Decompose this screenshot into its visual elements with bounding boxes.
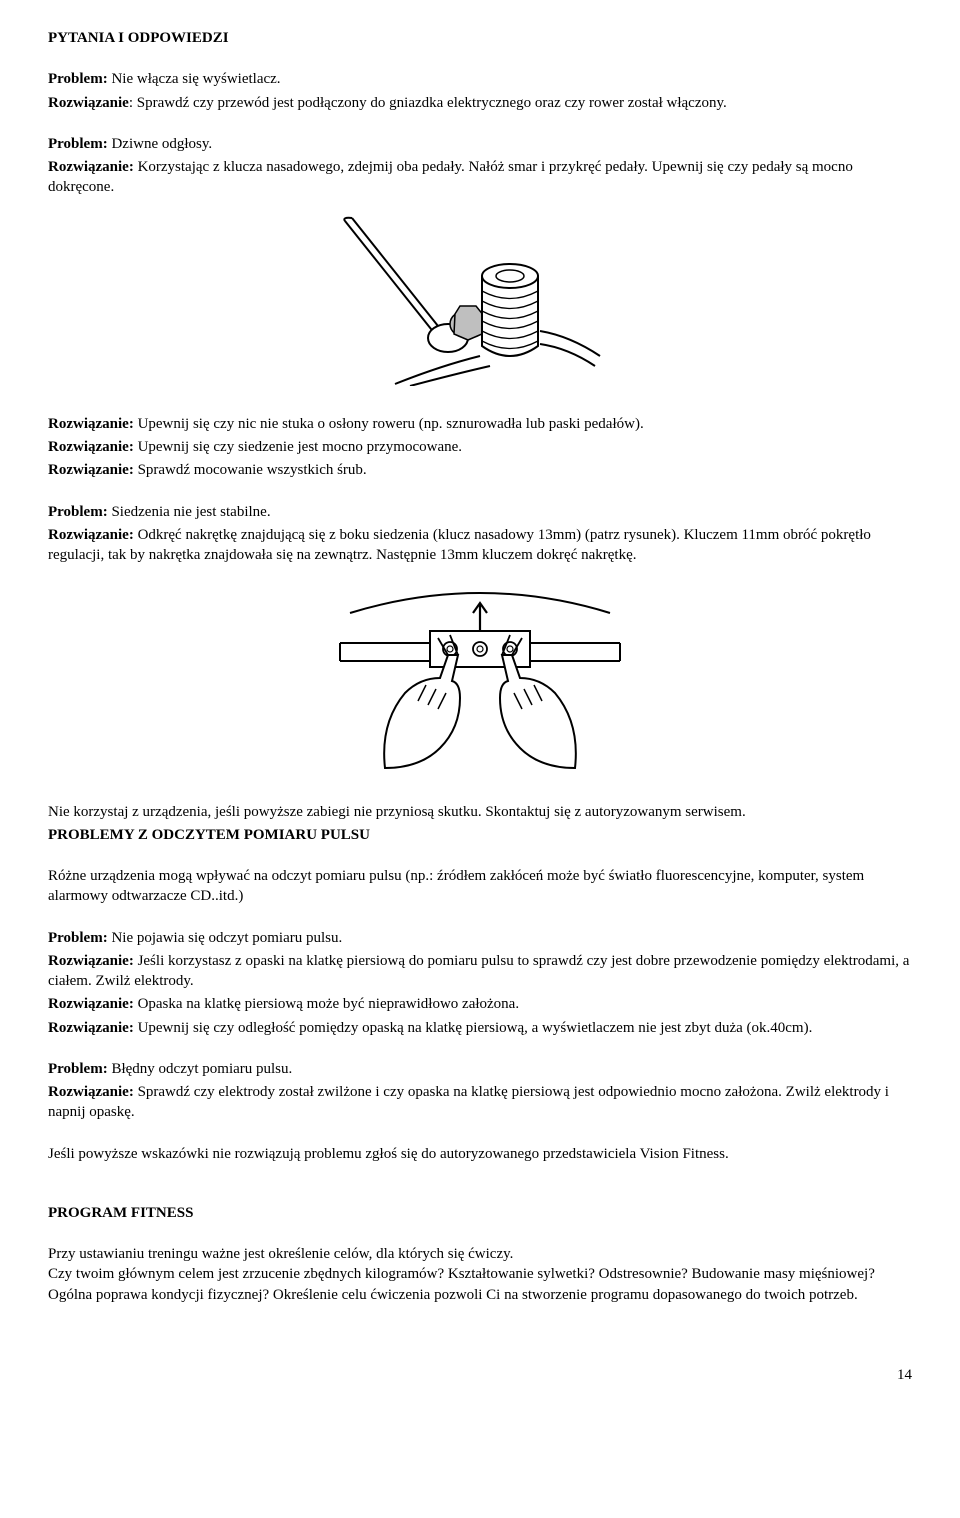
solution-label: Rozwiązanie: — [48, 462, 134, 478]
problem-text: Nie pojawia się odczyt pomiaru pulsu. — [108, 930, 343, 946]
solution-text: Upewnij się czy nic nie stuka o osłony r… — [134, 416, 644, 432]
paragraph-fitness-goals: Przy ustawianiu treningu ważne jest okre… — [48, 1244, 912, 1305]
solution-text: Korzystając z klucza nasadowego, zdejmij… — [48, 159, 853, 195]
solution-5: Rozwiązanie: Sprawdź mocowanie wszystkic… — [48, 460, 912, 480]
problem-label: Problem: — [48, 136, 108, 152]
solution-text: Upewnij się czy siedzenie jest mocno prz… — [134, 439, 462, 455]
solution-2: Rozwiązanie: Korzystając z klucza nasado… — [48, 157, 912, 198]
solution-label: Rozwiązanie: — [48, 416, 134, 432]
problem-text: Siedzenia nie jest stabilne. — [108, 504, 271, 520]
solution-label: Rozwiązanie — [48, 95, 129, 111]
problem-1: Problem: Nie włącza się wyświetlacz. — [48, 69, 912, 89]
solution-label: Rozwiązanie: — [48, 439, 134, 455]
figure-seat — [48, 583, 912, 779]
solution-3: Rozwiązanie: Upewnij się czy nic nie stu… — [48, 414, 912, 434]
solution-text: Upewnij się czy odległość pomiędzy opask… — [134, 1020, 813, 1036]
solution-label: Rozwiązanie: — [48, 953, 134, 969]
figure-pedal — [48, 216, 912, 392]
solution-label: Rozwiązanie: — [48, 1020, 134, 1036]
problem-5: Problem: Błędny odczyt pomiaru pulsu. — [48, 1059, 912, 1079]
solution-9: Rozwiązanie: Upewnij się czy odległość p… — [48, 1018, 912, 1038]
problem-text: Dziwne odgłosy. — [108, 136, 212, 152]
solution-text: Sprawdź czy elektrody został zwilżone i … — [48, 1084, 889, 1120]
problem-label: Problem: — [48, 930, 108, 946]
heading-program-fitness: PROGRAM FITNESS — [48, 1203, 912, 1223]
solution-text: Opaska na klatkę piersiową może być niep… — [134, 996, 519, 1012]
paragraph-contact-service: Nie korzystaj z urządzenia, jeśli powyżs… — [48, 802, 912, 822]
solution-label: Rozwiązanie: — [48, 1084, 134, 1100]
solution-4: Rozwiązanie: Upewnij się czy siedzenie j… — [48, 437, 912, 457]
solution-7: Rozwiązanie: Jeśli korzystasz z opaski n… — [48, 951, 912, 992]
solution-10: Rozwiązanie: Sprawdź czy elektrody zosta… — [48, 1082, 912, 1123]
heading-pulse-problems: PROBLEMY Z ODCZYTEM POMIARU PULSU — [48, 825, 912, 845]
solution-text: Odkręć nakrętkę znajdującą się z boku si… — [48, 527, 871, 563]
problem-text: Nie włącza się wyświetlacz. — [108, 71, 281, 87]
page-number: 14 — [48, 1365, 912, 1385]
solution-label: Rozwiązanie: — [48, 996, 134, 1012]
problem-text: Błędny odczyt pomiaru pulsu. — [108, 1061, 293, 1077]
solution-8: Rozwiązanie: Opaska na klatkę piersiową … — [48, 994, 912, 1014]
solution-label: Rozwiązanie: — [48, 159, 134, 175]
solution-text: Sprawdź mocowanie wszystkich śrub. — [134, 462, 367, 478]
paragraph-pulse-intro: Różne urządzenia mogą wpływać na odczyt … — [48, 866, 912, 907]
page-title: PYTANIA I ODPOWIEDZI — [48, 28, 912, 48]
solution-text: : Sprawdź czy przewód jest podłączony do… — [129, 95, 727, 111]
paragraph-vision-fitness: Jeśli powyższe wskazówki nie rozwiązują … — [48, 1144, 912, 1164]
problem-label: Problem: — [48, 504, 108, 520]
problem-label: Problem: — [48, 1061, 108, 1077]
seat-illustration — [330, 583, 630, 773]
problem-label: Problem: — [48, 71, 108, 87]
solution-text: Jeśli korzystasz z opaski na klatkę pier… — [48, 953, 909, 989]
problem-4: Problem: Nie pojawia się odczyt pomiaru … — [48, 928, 912, 948]
solution-6: Rozwiązanie: Odkręć nakrętkę znajdującą … — [48, 525, 912, 566]
solution-1: Rozwiązanie: Sprawdź czy przewód jest po… — [48, 93, 912, 113]
solution-label: Rozwiązanie: — [48, 527, 134, 543]
pedal-illustration — [340, 216, 620, 386]
problem-2: Problem: Dziwne odgłosy. — [48, 134, 912, 154]
problem-3: Problem: Siedzenia nie jest stabilne. — [48, 502, 912, 522]
